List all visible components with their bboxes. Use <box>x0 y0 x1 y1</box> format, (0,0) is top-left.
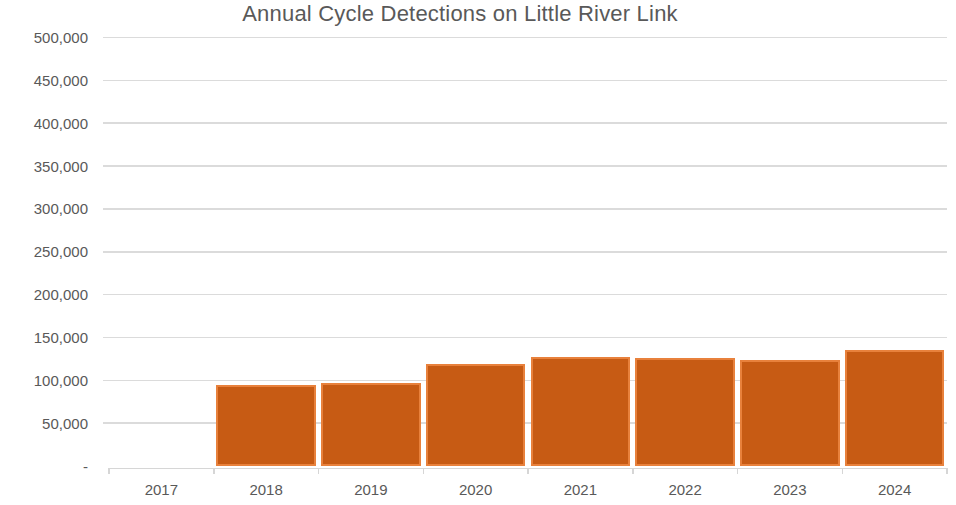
bar-2019 <box>321 383 421 466</box>
y-axis-tick-label: 300,000 <box>2 201 88 216</box>
x-axis-tick <box>632 468 634 474</box>
x-axis-tick <box>213 468 215 474</box>
gridline-350000 <box>103 165 947 167</box>
x-axis-label-2019: 2019 <box>318 482 423 497</box>
gridline-200000 <box>103 294 947 296</box>
x-axis-label-2020: 2020 <box>423 482 528 497</box>
x-axis-label-2022: 2022 <box>633 482 738 497</box>
y-axis-tick-label: 400,000 <box>2 116 88 131</box>
x-axis-tick <box>318 468 320 474</box>
y-axis-tick-label: 450,000 <box>2 73 88 88</box>
bar-2018 <box>216 385 316 466</box>
x-axis-tick <box>423 468 425 474</box>
x-axis-label-2024: 2024 <box>842 482 947 497</box>
y-axis-tick-label: 500,000 <box>2 30 88 45</box>
y-axis-tick-label: 50,000 <box>2 416 88 431</box>
y-axis-tick-label: 150,000 <box>2 330 88 345</box>
gridline-450000 <box>103 80 947 82</box>
x-axis-tick <box>527 468 529 474</box>
bar-2022 <box>635 358 735 466</box>
x-axis-tick <box>108 468 110 474</box>
gridline-150000 <box>103 337 947 339</box>
y-axis-tick-label: 200,000 <box>2 287 88 302</box>
x-axis-label-2018: 2018 <box>214 482 319 497</box>
x-axis-tick <box>737 468 739 474</box>
chart-title: Annual Cycle Detections on Little River … <box>110 1 810 27</box>
gridline-300000 <box>103 208 947 210</box>
bar-2020 <box>426 364 526 466</box>
x-axis-label-2021: 2021 <box>528 482 633 497</box>
bar-2023 <box>740 360 840 466</box>
bar-2024 <box>845 350 945 466</box>
bar-2021 <box>531 357 631 466</box>
gridline-500000 <box>103 37 947 39</box>
y-axis-tick-label: 100,000 <box>2 373 88 388</box>
x-axis-tick <box>842 468 844 474</box>
chart-container: Annual Cycle Detections on Little River … <box>0 0 956 505</box>
x-axis-label-2023: 2023 <box>737 482 842 497</box>
x-axis-tick <box>946 468 948 474</box>
y-axis-tick-label: 350,000 <box>2 159 88 174</box>
y-axis-tick-label: - <box>2 459 88 474</box>
y-axis-tick-label: 250,000 <box>2 244 88 259</box>
gridline-250000 <box>103 251 947 253</box>
gridline-400000 <box>103 122 947 124</box>
x-axis-label-2017: 2017 <box>109 482 214 497</box>
